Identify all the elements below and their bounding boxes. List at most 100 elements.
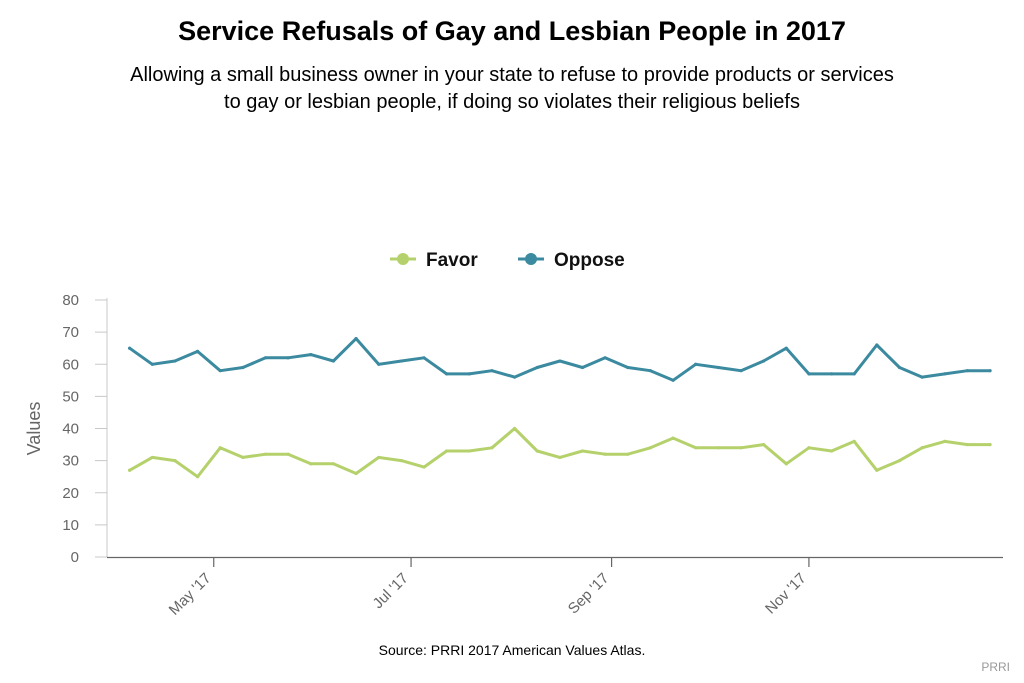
oppose-data-point bbox=[558, 359, 562, 363]
subtitle-line-1: Allowing a small business owner in your … bbox=[130, 64, 894, 86]
y-tick-label: 10 bbox=[62, 517, 79, 534]
y-tick-label: 70 bbox=[62, 324, 79, 341]
y-tick-label: 50 bbox=[62, 388, 79, 405]
favor-data-point bbox=[377, 455, 381, 460]
favor-data-point bbox=[241, 455, 245, 460]
oppose-data-point bbox=[399, 359, 403, 363]
favor-data-point bbox=[988, 442, 992, 447]
favor-data-point bbox=[445, 449, 449, 453]
x-tick-label: Sep '17 bbox=[565, 570, 613, 618]
oppose-data-point bbox=[580, 365, 585, 370]
oppose-data-point bbox=[897, 365, 902, 370]
oppose-data-point bbox=[829, 372, 834, 376]
oppose-data-point bbox=[150, 362, 154, 366]
oppose-data-point bbox=[648, 369, 653, 373]
oppose-data-point bbox=[762, 359, 766, 363]
favor-data-point bbox=[195, 475, 200, 479]
oppose-data-point bbox=[535, 365, 539, 370]
oppose-data-point bbox=[988, 369, 992, 373]
favor-data-point bbox=[580, 449, 585, 453]
oppose-data-point bbox=[784, 346, 788, 350]
favor-data-point bbox=[852, 439, 856, 443]
favor-data-point bbox=[943, 439, 947, 443]
oppose-data-point bbox=[422, 356, 426, 360]
favor-data-point bbox=[875, 468, 879, 472]
favor-data-point bbox=[558, 455, 562, 460]
y-axis-title: Values bbox=[24, 402, 44, 456]
favor-data-point bbox=[829, 449, 834, 453]
oppose-data-point bbox=[195, 349, 200, 353]
favor-data-point bbox=[965, 442, 970, 447]
x-tick-label: Nov '17 bbox=[762, 570, 810, 618]
favor-data-point bbox=[512, 426, 517, 431]
y-tick-label: 30 bbox=[62, 453, 79, 470]
favor-legend-label: Favor bbox=[426, 250, 478, 271]
oppose-data-point bbox=[467, 372, 471, 376]
oppose-data-point bbox=[965, 369, 970, 373]
oppose-data-point bbox=[128, 346, 132, 350]
oppose-data-point bbox=[512, 375, 517, 379]
favor-data-point bbox=[694, 446, 698, 450]
oppose-data-point bbox=[943, 372, 947, 376]
x-tick-label: Jul '17 bbox=[370, 570, 412, 612]
favor-data-point bbox=[671, 436, 675, 440]
oppose-data-point bbox=[852, 372, 856, 376]
source-note: Source: PRRI 2017 American Values Atlas. bbox=[378, 642, 646, 658]
favor-data-point bbox=[422, 465, 426, 469]
oppose-data-point bbox=[807, 372, 811, 376]
oppose-data-point bbox=[377, 362, 381, 366]
favor-data-point bbox=[286, 452, 290, 456]
y-tick-label: 80 bbox=[62, 292, 79, 309]
favor-data-point bbox=[331, 462, 336, 466]
chart-subtitle: Allowing a small business owner in your … bbox=[0, 62, 1024, 116]
favor-data-point bbox=[603, 452, 607, 456]
oppose-data-point bbox=[354, 336, 358, 341]
favor-data-point bbox=[128, 468, 132, 472]
favor-data-point bbox=[263, 452, 268, 456]
oppose-data-point bbox=[309, 353, 313, 357]
favor-data-point bbox=[490, 446, 494, 450]
favor-data-point bbox=[648, 446, 653, 450]
oppose-data-point bbox=[603, 356, 607, 360]
oppose-data-point bbox=[716, 365, 720, 370]
oppose-data-point bbox=[490, 369, 494, 373]
oppose-data-point bbox=[920, 375, 924, 379]
favor-data-point bbox=[535, 449, 539, 453]
favor-data-point bbox=[467, 449, 471, 453]
y-tick-label: 40 bbox=[62, 421, 79, 438]
favor-data-point bbox=[626, 452, 630, 456]
favor-data-point bbox=[218, 446, 222, 450]
oppose-data-point bbox=[331, 359, 336, 363]
oppose-legend-label: Oppose bbox=[554, 250, 625, 271]
favor-data-point bbox=[309, 462, 313, 466]
favor-data-point bbox=[739, 446, 743, 450]
oppose-data-point bbox=[739, 369, 743, 373]
favor-data-point bbox=[897, 459, 902, 463]
favor-data-point bbox=[173, 459, 177, 463]
y-tick-label: 20 bbox=[62, 485, 79, 502]
oppose-data-point bbox=[286, 356, 290, 360]
favor-data-point bbox=[354, 471, 358, 476]
y-tick-label: 60 bbox=[62, 356, 79, 373]
oppose-legend-marker bbox=[525, 253, 537, 265]
oppose-data-point bbox=[875, 343, 879, 347]
favor-data-point bbox=[399, 459, 403, 463]
favor-legend-marker bbox=[397, 253, 409, 265]
favor-data-point bbox=[807, 446, 811, 450]
oppose-data-point bbox=[173, 359, 177, 363]
favor-series-line bbox=[128, 427, 992, 479]
chart-title: Service Refusals of Gay and Lesbian Peop… bbox=[178, 16, 846, 46]
favor-data-point bbox=[150, 455, 154, 460]
subtitle-line-2: to gay or lesbian people, if doing so vi… bbox=[224, 91, 800, 113]
x-tick-label: May '17 bbox=[166, 570, 215, 619]
y-tick-label: 0 bbox=[71, 549, 79, 566]
oppose-data-point bbox=[241, 365, 245, 370]
favor-data-point bbox=[784, 462, 788, 466]
favor-data-point bbox=[920, 446, 924, 450]
favor-data-point bbox=[762, 442, 766, 447]
oppose-data-point bbox=[218, 369, 222, 373]
oppose-data-point bbox=[671, 378, 675, 382]
favor-data-point bbox=[716, 446, 720, 450]
oppose-data-point bbox=[626, 365, 630, 370]
